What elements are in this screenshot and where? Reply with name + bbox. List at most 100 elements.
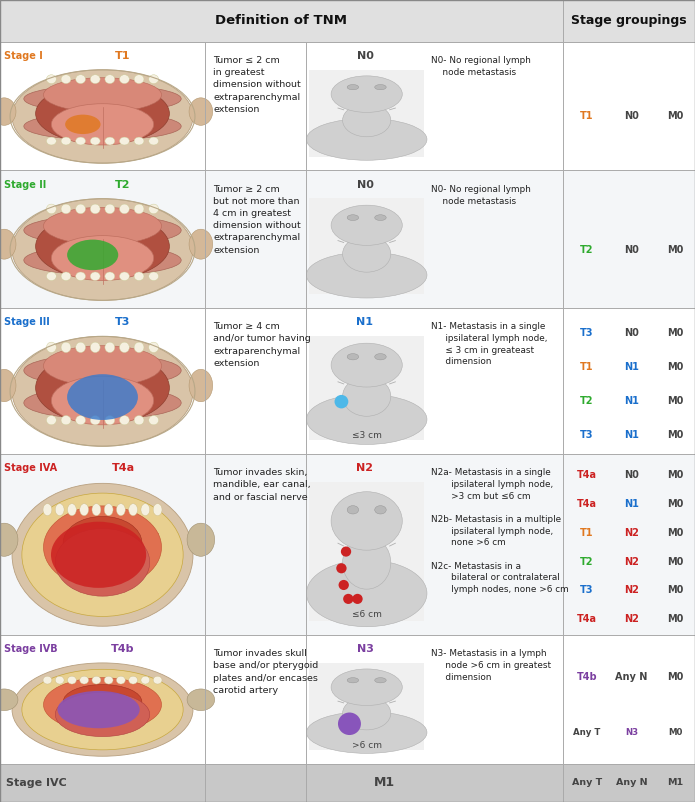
Text: M0: M0 [667, 245, 683, 255]
Text: M1: M1 [373, 776, 395, 789]
Ellipse shape [47, 75, 56, 83]
Ellipse shape [56, 504, 64, 516]
Text: T3: T3 [580, 328, 594, 338]
Text: N3: N3 [625, 728, 638, 737]
Text: T2: T2 [115, 180, 131, 190]
Ellipse shape [76, 342, 85, 353]
Ellipse shape [12, 336, 193, 446]
Ellipse shape [44, 78, 161, 112]
Ellipse shape [61, 342, 71, 353]
Text: Stage I: Stage I [4, 51, 43, 61]
Text: Any N: Any N [616, 672, 648, 682]
Ellipse shape [35, 352, 170, 423]
Bar [309, 70, 424, 156]
Text: Tumor invades skull
base and/or pterygoid
plates and/or encases
carotid artery: Tumor invades skull base and/or pterygoi… [213, 650, 318, 695]
Text: T3: T3 [115, 318, 131, 327]
Text: Stage IVA: Stage IVA [4, 464, 57, 473]
Ellipse shape [331, 492, 402, 550]
Text: N3: N3 [357, 644, 373, 654]
Ellipse shape [306, 560, 427, 626]
Ellipse shape [56, 529, 149, 596]
Bar [0, 308, 695, 454]
Ellipse shape [12, 484, 193, 626]
Text: Tumor ≤ 2 cm
in greatest
dimension without
extraparenchymal
extension: Tumor ≤ 2 cm in greatest dimension witho… [213, 56, 301, 114]
Ellipse shape [0, 689, 18, 711]
Ellipse shape [56, 692, 149, 736]
Text: N1- Metastasis in a single
     ipsilateral lymph node,
     ≤ 3 cm in greateast: N1- Metastasis in a single ipsilateral l… [431, 322, 548, 367]
Ellipse shape [51, 236, 154, 281]
Text: T4b: T4b [111, 644, 135, 654]
Ellipse shape [35, 213, 170, 279]
Ellipse shape [120, 342, 129, 353]
Text: Any T: Any T [573, 728, 600, 737]
Ellipse shape [61, 415, 71, 425]
Ellipse shape [0, 229, 16, 259]
Ellipse shape [51, 521, 146, 588]
Ellipse shape [0, 369, 16, 402]
Ellipse shape [22, 670, 183, 750]
Ellipse shape [90, 272, 100, 281]
Ellipse shape [0, 98, 16, 125]
Ellipse shape [117, 504, 125, 516]
Text: >6 cm: >6 cm [352, 742, 382, 751]
Ellipse shape [90, 415, 100, 425]
Ellipse shape [61, 272, 71, 281]
Ellipse shape [24, 112, 181, 140]
Bar [0, 42, 695, 170]
Bar [309, 336, 424, 440]
Text: N0: N0 [624, 328, 639, 338]
Text: N3- Metastasis in a lymph
     node >6 cm in greatest
     dimension: N3- Metastasis in a lymph node >6 cm in … [431, 650, 551, 682]
Ellipse shape [306, 252, 427, 298]
Text: N1: N1 [624, 363, 639, 372]
Ellipse shape [76, 415, 85, 425]
Text: N1: N1 [624, 430, 639, 440]
Ellipse shape [336, 563, 347, 573]
Ellipse shape [343, 593, 354, 604]
Ellipse shape [120, 272, 129, 281]
Text: M0: M0 [667, 111, 683, 121]
Text: T3: T3 [580, 585, 594, 595]
Ellipse shape [189, 369, 213, 402]
Ellipse shape [153, 676, 162, 684]
Ellipse shape [104, 504, 113, 516]
Text: M0: M0 [667, 672, 683, 682]
Ellipse shape [12, 663, 193, 756]
Text: Tumor ≥ 2 cm
but not more than
4 cm in greatest
dimension without
extraparenchym: Tumor ≥ 2 cm but not more than 4 cm in g… [213, 184, 301, 254]
Ellipse shape [334, 395, 348, 408]
Ellipse shape [375, 215, 386, 221]
Text: T1: T1 [115, 51, 131, 61]
Text: Stage groupings: Stage groupings [571, 14, 687, 27]
Ellipse shape [43, 676, 52, 684]
Ellipse shape [120, 415, 129, 425]
Text: N0: N0 [624, 111, 639, 121]
Ellipse shape [43, 504, 52, 516]
Ellipse shape [63, 685, 142, 719]
Text: Stage II: Stage II [4, 180, 47, 190]
Text: T4a: T4a [577, 471, 597, 480]
Ellipse shape [141, 676, 149, 684]
Text: T4a: T4a [577, 614, 597, 624]
Ellipse shape [51, 376, 154, 425]
Ellipse shape [76, 75, 85, 83]
Ellipse shape [375, 354, 386, 360]
Ellipse shape [104, 676, 113, 684]
Text: M0: M0 [667, 430, 683, 440]
Ellipse shape [129, 504, 138, 516]
Text: N2: N2 [357, 464, 373, 473]
Bar [309, 663, 424, 750]
Ellipse shape [134, 137, 144, 145]
Ellipse shape [67, 504, 76, 516]
Ellipse shape [47, 272, 56, 281]
Text: Definition of TNM: Definition of TNM [215, 14, 348, 27]
Text: T4b: T4b [576, 672, 597, 682]
Text: ≤6 cm: ≤6 cm [352, 610, 382, 619]
Text: N0- No regional lymph
    node metastasis: N0- No regional lymph node metastasis [431, 56, 531, 77]
Ellipse shape [24, 85, 181, 112]
Ellipse shape [134, 204, 144, 213]
Text: M0: M0 [667, 499, 683, 509]
Text: M0: M0 [667, 363, 683, 372]
Ellipse shape [65, 115, 101, 134]
Ellipse shape [134, 415, 144, 425]
Text: N2: N2 [624, 528, 639, 538]
Ellipse shape [76, 204, 85, 213]
